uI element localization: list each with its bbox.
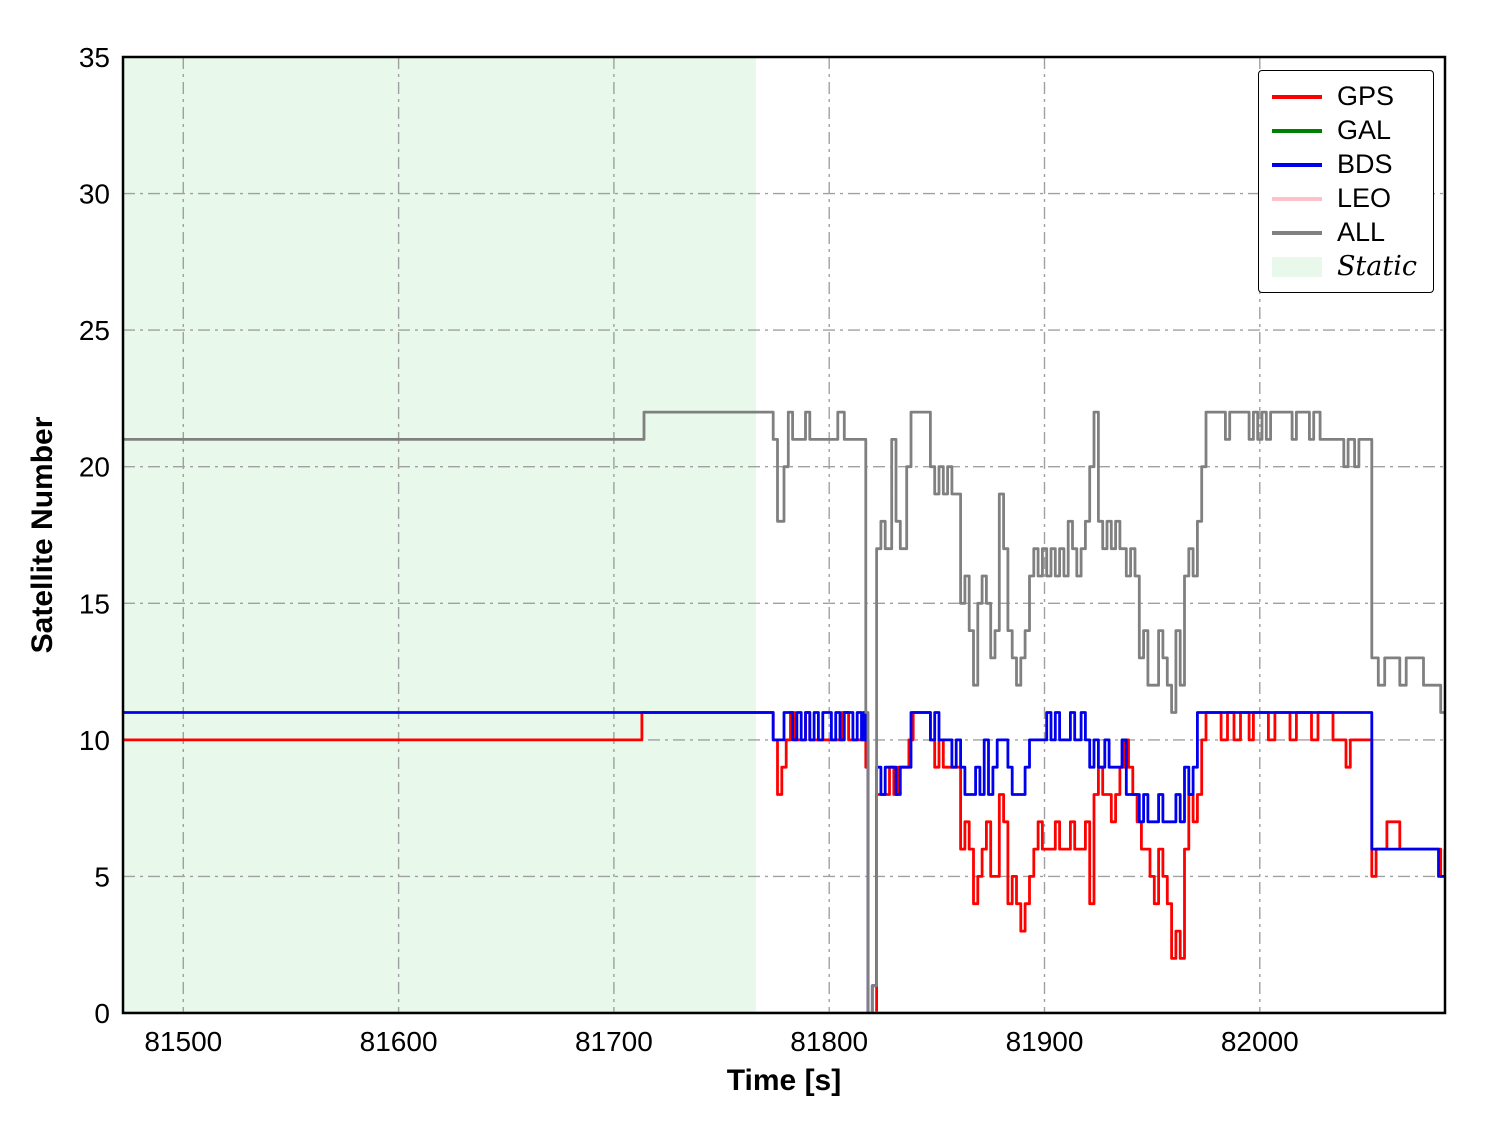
- legend-entry-gps: GPS: [1271, 81, 1417, 112]
- legend-label-bds: BDS: [1336, 149, 1393, 179]
- tick-labels: 81500 81600 81700 81800 81900 82000 0 5 10 15 20 25…: [79, 42, 1299, 1057]
- y-axis-label: Satellite Number: [26, 416, 59, 653]
- x-tick-label: 82000: [1221, 1026, 1299, 1057]
- y-tick-label: 25: [79, 315, 110, 346]
- static-region-shading: [123, 57, 756, 1013]
- legend-swatch-static: [1271, 256, 1322, 277]
- series-line-all: [123, 410, 1445, 1013]
- legend-swatch-leo: [1271, 196, 1322, 201]
- y-tick-label: 20: [79, 452, 110, 483]
- y-tick-label: 0: [94, 998, 110, 1029]
- legend-label-gps: GPS: [1336, 81, 1394, 111]
- legend-label-gal: GAL: [1336, 115, 1391, 145]
- y-tick-label: 30: [79, 179, 110, 210]
- legend-label-leo: LEO: [1336, 183, 1391, 213]
- legend-swatch-gal: [1271, 128, 1322, 133]
- legend-label-static: Static: [1336, 251, 1417, 282]
- series-line-bds: [123, 711, 1445, 1013]
- plot-border: [121, 55, 1447, 1015]
- y-tick-label: 10: [79, 725, 110, 756]
- x-tick-label: 81800: [790, 1026, 868, 1057]
- legend-swatch-bds: [1271, 162, 1322, 167]
- x-tick-label: 81700: [575, 1026, 653, 1057]
- x-tick-label: 81900: [1006, 1026, 1084, 1057]
- legend-entry-bds: BDS: [1271, 149, 1417, 180]
- legend-entry-static: Static: [1271, 251, 1417, 282]
- series-group: [123, 410, 1445, 1013]
- legend-label-all: ALL: [1336, 217, 1385, 247]
- legend-swatch-gps: [1271, 94, 1322, 99]
- y-tick-label: 15: [79, 588, 110, 619]
- x-tick-label: 81600: [360, 1026, 438, 1057]
- x-tick-label: 81500: [144, 1026, 222, 1057]
- legend-entry-all: ALL: [1271, 217, 1417, 248]
- y-tick-label: 35: [79, 42, 110, 73]
- legend-entry-gal: GAL: [1271, 115, 1417, 146]
- x-axis-label: Time [s]: [727, 1064, 841, 1097]
- legend-entry-leo: LEO: [1271, 183, 1417, 214]
- legend-swatch-all: [1271, 230, 1322, 235]
- legend: GPS GAL BDS LEO ALL Static: [1257, 70, 1434, 293]
- y-tick-label: 5: [94, 861, 110, 892]
